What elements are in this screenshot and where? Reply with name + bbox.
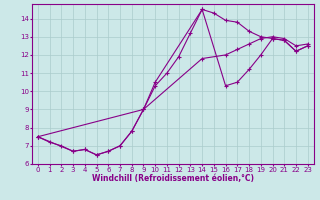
X-axis label: Windchill (Refroidissement éolien,°C): Windchill (Refroidissement éolien,°C): [92, 174, 254, 183]
